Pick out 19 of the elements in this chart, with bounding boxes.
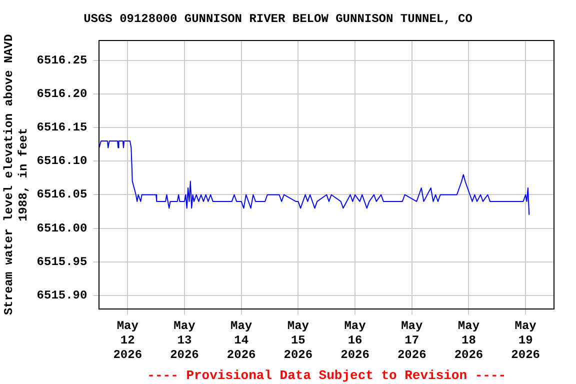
y-tick-label: 6516.15 <box>36 120 88 135</box>
x-tick-label: May 14 2026 <box>226 319 256 362</box>
x-tick-label: May 13 2026 <box>170 319 199 362</box>
x-tick-label: May 19 2026 <box>511 319 540 362</box>
x-tick-label: May 17 2026 <box>397 319 426 362</box>
y-axis-title: Stream water level elevation above NAVD 1988, in feet <box>2 34 31 316</box>
x-tick-label: May 12 2026 <box>113 319 142 362</box>
text: ---- Provisional Data Subject to Revision ---- <box>147 368 506 383</box>
x-tick-label: May 18 2026 <box>454 319 484 362</box>
y-tick-label: 6516.10 <box>36 154 88 168</box>
y-tick-label: 6516.25 <box>36 54 88 68</box>
chart-title: USGS 09128000 GUNNISON RIVER BELOW GUNNISON TUNNEL, CO <box>84 12 472 26</box>
y-tick-label: 6516.20 <box>36 87 88 102</box>
y-tick-label: 6516.05 <box>36 188 88 202</box>
y-tick-label: 6516.00 <box>36 221 88 236</box>
x-tick-label: May 15 2026 <box>284 319 313 362</box>
y-tick-label: 6515.90 <box>36 288 88 302</box>
y-tick-label: 6515.95 <box>36 254 88 269</box>
x-tick-label: May 16 2026 <box>340 319 370 362</box>
